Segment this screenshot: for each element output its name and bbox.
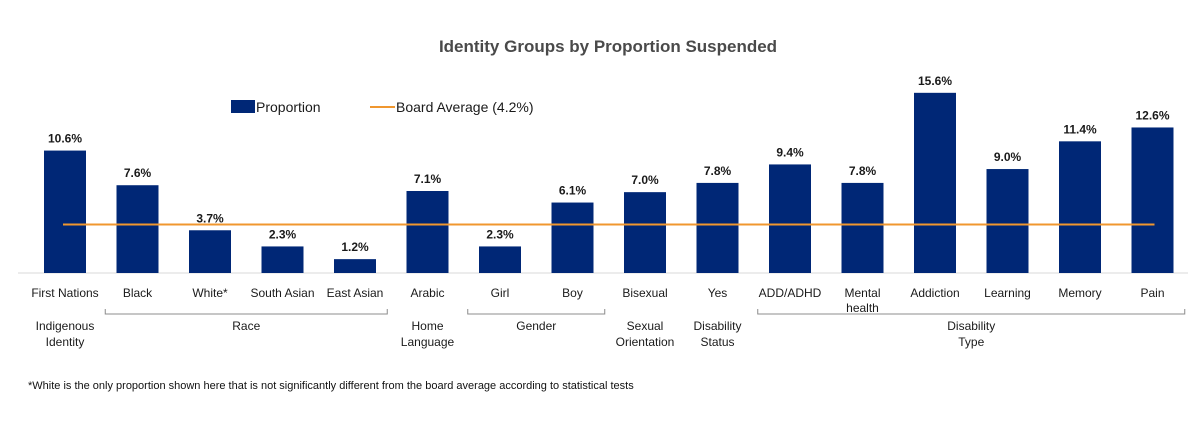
group-label: Disability Status — [693, 319, 741, 349]
data-label: 7.0% — [631, 173, 659, 187]
x-tick-label: ADD/ADHD — [759, 286, 822, 300]
bar — [334, 259, 376, 273]
bar — [189, 230, 231, 273]
footnote: *White is the only proportion shown here… — [28, 380, 634, 392]
group-label: Home Language — [401, 319, 455, 349]
x-tick-label: Black — [123, 286, 153, 300]
group-label: Sexual Orientation — [616, 319, 675, 349]
x-tick-label: Yes — [708, 286, 728, 300]
data-label: 7.1% — [414, 172, 442, 186]
bar — [986, 169, 1029, 273]
legend-proportion-label: Proportion — [256, 99, 321, 115]
legend-proportion-swatch — [231, 100, 255, 113]
data-label: 7.8% — [849, 164, 877, 178]
data-label: 10.6% — [48, 132, 82, 146]
bar — [479, 246, 521, 273]
bar — [624, 192, 666, 273]
x-tick-label: Memory — [1058, 286, 1101, 300]
data-label: 2.3% — [269, 227, 297, 241]
plot-area: 10.6% 7.6% 3.7% 2.3% 1.2% 7.1% 2.3% 6.1% 7.0% 7.8… — [18, 74, 1188, 349]
bar — [261, 246, 304, 273]
bar — [696, 182, 739, 273]
chart-title: Identity Groups by Proportion Suspended — [439, 37, 777, 56]
x-tick-label: East Asian — [327, 286, 384, 300]
bar — [1131, 127, 1174, 273]
bar — [841, 182, 884, 273]
group-label: Indigenous Identity — [36, 319, 95, 349]
x-tick-label: South Asian — [250, 286, 314, 300]
x-tick-label: Pain — [1140, 286, 1164, 300]
bar — [116, 185, 159, 273]
data-label: 15.6% — [918, 74, 952, 88]
group-bracket — [467, 309, 606, 315]
x-tick-label: Arabic — [410, 286, 444, 300]
data-label: 7.8% — [704, 164, 732, 178]
x-tick-label: White* — [192, 286, 228, 300]
group-label: Race — [232, 319, 260, 333]
bar — [769, 164, 811, 273]
x-tick-label: Addiction — [910, 286, 959, 300]
group-bracket — [104, 309, 388, 315]
data-label: 11.4% — [1063, 122, 1097, 136]
x-tick-label: Mental health — [844, 286, 880, 315]
legend: Proportion Board Average (4.2%) — [231, 99, 534, 115]
bar — [1059, 141, 1101, 273]
bar — [551, 202, 594, 273]
legend-board-average-label: Board Average (4.2%) — [396, 99, 534, 115]
bar — [914, 92, 956, 273]
group-bracket — [757, 309, 1186, 315]
x-tick-label: Bisexual — [622, 286, 667, 300]
data-label: 9.4% — [776, 145, 804, 159]
group-label: Disability Type — [947, 319, 995, 349]
bar — [44, 150, 86, 273]
group-label: Gender — [516, 319, 556, 333]
bar — [406, 190, 449, 273]
data-label: 7.6% — [124, 166, 152, 180]
data-label: 1.2% — [341, 240, 369, 254]
x-tick-label: Learning — [984, 286, 1031, 300]
data-label: 3.7% — [196, 211, 224, 225]
x-tick-label: Girl — [491, 286, 510, 300]
data-label: 6.1% — [559, 184, 587, 198]
x-tick-label: Boy — [562, 286, 583, 300]
data-label: 2.3% — [486, 227, 514, 241]
x-tick-label: First Nations — [31, 286, 98, 300]
data-label: 12.6% — [1135, 108, 1169, 122]
data-label: 9.0% — [994, 150, 1022, 164]
